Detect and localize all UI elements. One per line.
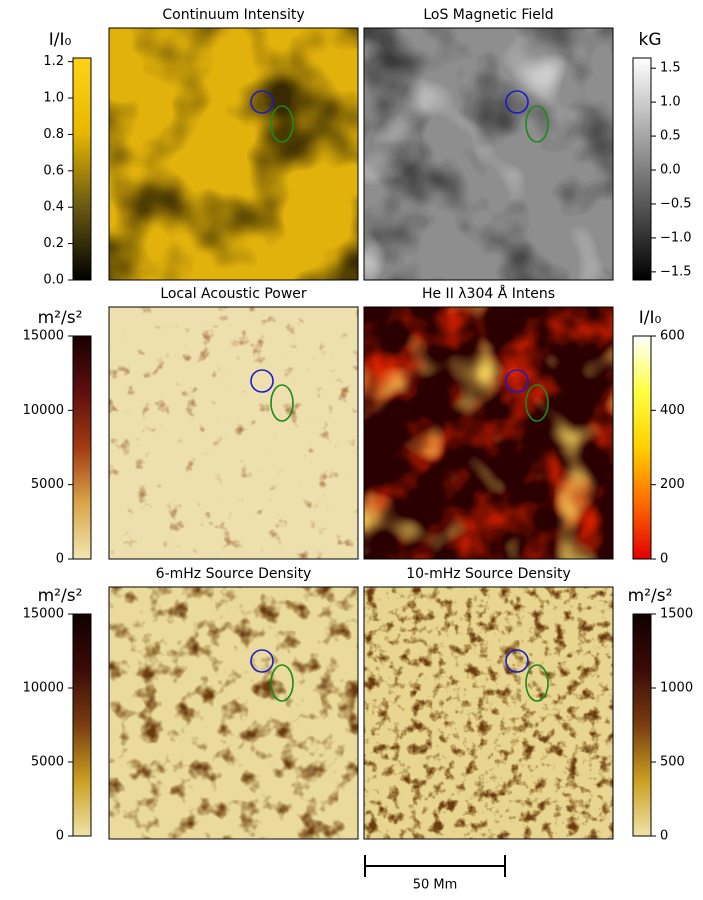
- colorbar-label: I/I₀: [639, 308, 662, 328]
- colorbar: [633, 58, 651, 280]
- panel-title: 10-mHz Source Density: [406, 566, 571, 582]
- scale-bar-label: 50 Mm: [413, 878, 458, 893]
- colorbar-tick-label: 0: [660, 552, 668, 567]
- colorbar-tick-label: 500: [660, 755, 685, 770]
- colorbar-tick-label: 600: [660, 329, 685, 344]
- colorbar-tick-label: −1.0: [660, 230, 692, 245]
- colorbar: [633, 614, 651, 836]
- colorbar-tick-label: 0.0: [43, 273, 64, 288]
- figure: 50 Mm Continuum Intensity 0.0 0.2 0.4 0.6 0.8…: [0, 0, 703, 896]
- panel-title: 6-mHz Source Density: [156, 566, 312, 582]
- panel-title: LoS Magnetic Field: [423, 7, 553, 23]
- colorbar-tick-label: 0.2: [43, 236, 64, 251]
- image-texture: [109, 307, 358, 559]
- colorbar-tick-label: 15000: [23, 607, 64, 622]
- colorbar-tick-label: 1.0: [43, 91, 64, 106]
- colorbar: [73, 614, 91, 836]
- image-texture: [109, 587, 358, 839]
- image-texture: [364, 587, 613, 839]
- colorbar-tick-label: 200: [660, 477, 685, 492]
- colorbar-tick-label: 5000: [31, 755, 64, 770]
- image-texture: [109, 28, 358, 280]
- colorbar-tick-label: 1500: [660, 607, 693, 622]
- colorbar-tick-label: 10000: [23, 681, 64, 696]
- colorbar-label: m²/s²: [628, 586, 673, 606]
- image-highlight: [364, 28, 613, 280]
- panel-title: He II λ304 Å Intens: [422, 285, 555, 302]
- colorbar-tick-label: 0: [56, 829, 64, 844]
- colorbar: [633, 336, 651, 559]
- colorbar-label: m²/s²: [38, 586, 83, 606]
- colorbar-tick-label: 1000: [660, 681, 693, 696]
- colorbar-tick-label: 5000: [31, 477, 64, 492]
- colorbar-tick-label: 0.0: [660, 163, 681, 178]
- colorbar: [73, 336, 91, 559]
- colorbar-tick-label: 0.4: [43, 200, 64, 215]
- colorbar-tick-label: 400: [660, 403, 685, 418]
- panel-title: Local Acoustic Power: [160, 286, 307, 302]
- colorbar-tick-label: 1.2: [43, 54, 64, 69]
- colorbar-tick-label: 0: [660, 829, 668, 844]
- colorbar-tick-label: 10000: [23, 403, 64, 418]
- panel-title: Continuum Intensity: [162, 7, 304, 23]
- colorbar: [73, 58, 91, 280]
- colorbar-tick-label: 1.5: [660, 61, 681, 76]
- colorbar-tick-label: 0.6: [43, 163, 64, 178]
- colorbar-tick-label: 15000: [23, 329, 64, 344]
- colorbar-tick-label: −0.5: [660, 196, 692, 211]
- colorbar-label: m²/s²: [38, 308, 83, 328]
- colorbar-tick-label: 1.0: [660, 95, 681, 110]
- colorbar-label: kG: [638, 30, 661, 50]
- colorbar-tick-label: 0.5: [660, 129, 681, 144]
- colorbar-tick-label: 0: [56, 552, 64, 567]
- colorbar-tick-label: −1.5: [660, 264, 692, 279]
- colorbar-label: I/I₀: [49, 30, 72, 50]
- colorbar-tick-label: 0.8: [43, 127, 64, 142]
- image-highlight: [364, 307, 613, 559]
